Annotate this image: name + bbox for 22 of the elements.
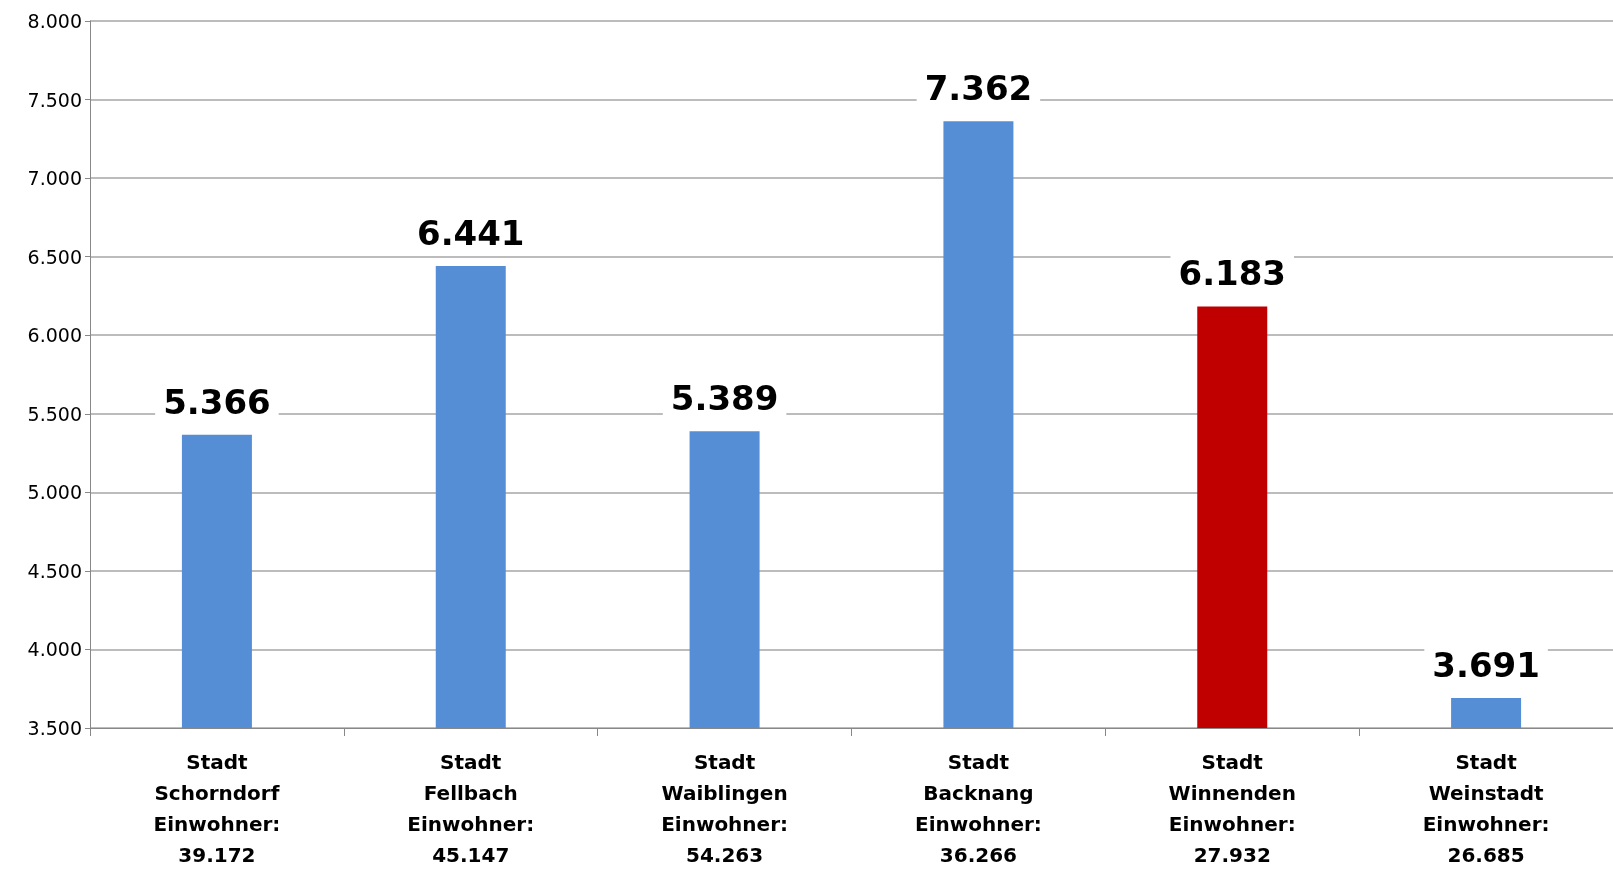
- x-tick-label: Stadt Fellbach Einwohner: 45.147: [407, 749, 535, 867]
- data-label: 6.441: [416, 212, 525, 253]
- y-tick-label: 7.500: [27, 88, 82, 111]
- y-tick-label: 7.000: [27, 167, 82, 190]
- x-tick-label: Stadt Weinstadt Einwohner: 26.685: [1422, 749, 1550, 867]
- y-tick-label: 3.500: [27, 717, 82, 739]
- y-tick-label: 4.000: [27, 638, 82, 661]
- x-tick-label: Stadt Schorndorf Einwohner: 39.172: [153, 749, 281, 867]
- y-tick-label: 5.000: [27, 481, 82, 504]
- x-tick-label: Stadt Winnenden Einwohner: 27.932: [1168, 749, 1296, 867]
- x-tick-label: Stadt Backnang Einwohner: 36.266: [914, 749, 1042, 867]
- y-tick-label: 8.000: [27, 10, 82, 32]
- y-tick-label: 6.500: [27, 245, 82, 268]
- data-label: 5.366: [163, 381, 271, 422]
- y-tick-label: 4.500: [27, 559, 82, 582]
- y-tick-label: 6.000: [27, 324, 82, 347]
- data-label: 7.362: [924, 68, 1033, 109]
- data-label: 5.389: [670, 378, 779, 419]
- x-tick-label: Stadt Waiblingen Einwohner: 54.263: [661, 749, 789, 867]
- data-label: 3.691: [1432, 644, 1540, 685]
- data-label: 6.183: [1178, 253, 1287, 294]
- y-tick-label: 5.500: [27, 402, 82, 425]
